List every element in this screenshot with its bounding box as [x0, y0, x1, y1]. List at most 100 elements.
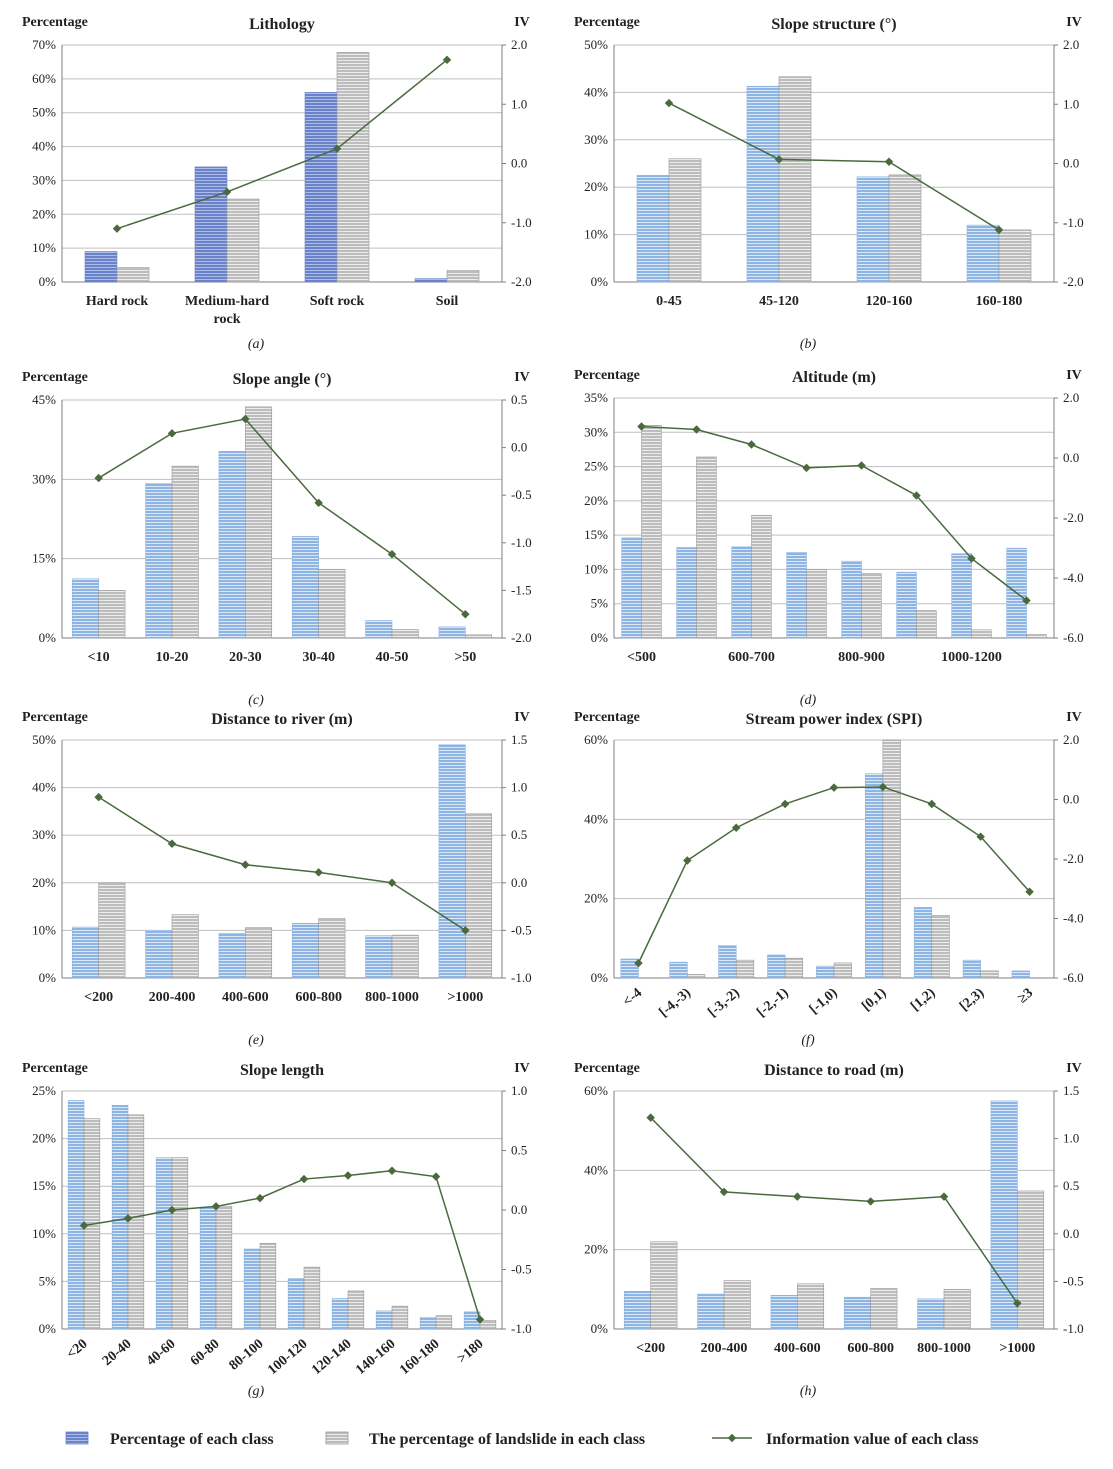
x-tick-label: 10-20 [156, 650, 189, 665]
y-tick-label: 5% [39, 1273, 57, 1288]
x-tick-label: [-1,0) [807, 985, 841, 1017]
y-tick-label: 0% [591, 630, 609, 645]
y2-tick-label: -2.0 [511, 630, 532, 645]
bar-landslide [435, 1315, 453, 1330]
y2-axis-label: IV [1066, 368, 1082, 383]
y-axis-label: Percentage [574, 368, 640, 383]
iv-point [1022, 596, 1031, 605]
bar-class [856, 176, 890, 283]
y-tick-label: 50% [584, 37, 608, 52]
x-tick-label: 800-1000 [917, 1341, 971, 1356]
y2-tick-label: 0.5 [511, 1143, 527, 1158]
bar-landslide [116, 267, 150, 283]
y-tick-label: 0% [39, 1321, 57, 1336]
iv-point [692, 425, 701, 434]
y2-tick-label: 0.0 [1063, 792, 1079, 807]
bar-landslide [171, 1157, 189, 1330]
chart-title: Distance to river (m) [211, 711, 352, 728]
bar-class [718, 945, 737, 979]
y-axis-label: Percentage [22, 370, 88, 385]
x-tick-label: rock [214, 312, 241, 327]
bar-class [145, 483, 173, 639]
chart-caption: (a) [248, 337, 265, 352]
x-tick-label: 80-100 [227, 1337, 267, 1374]
bar-class [331, 1298, 349, 1330]
y-axis-label: Percentage [574, 710, 640, 725]
bar-landslide [751, 514, 772, 639]
chart-e: 0% 10% 20% 30% 40% 50% -1.0 -0.5 0.0 0.5 1.0 1.5 <20… [22, 710, 532, 1048]
iv-line [668, 102, 1000, 231]
iv-point [664, 98, 674, 108]
iv-line [83, 1169, 481, 1320]
bar-class [636, 175, 670, 283]
y-tick-label: 40% [32, 139, 56, 154]
chart-g: 0% 5% 10% 15% 20% 25% -1.0 -0.5 0.0 0.5 1.0 <20 20-4… [22, 1061, 532, 1399]
bar-landslide [668, 158, 702, 283]
chart-caption: (e) [248, 1033, 264, 1048]
bar-class [84, 251, 118, 283]
iv-point [1025, 887, 1034, 896]
y-tick-label: 40% [32, 780, 56, 795]
iv-line [116, 59, 448, 230]
iv-point [255, 1193, 265, 1203]
x-tick-label: >50 [454, 650, 476, 665]
iv-point [829, 783, 839, 792]
y2-tick-label: 0.0 [511, 1202, 527, 1217]
y2-tick-label: -2.0 [1063, 851, 1084, 866]
y2-tick-label: 1.0 [1063, 96, 1079, 111]
x-tick-label: Hard rock [86, 294, 149, 309]
y-tick-label: 25% [584, 459, 608, 474]
chart-title: Lithology [249, 16, 315, 33]
y2-axis-label: IV [1066, 1061, 1082, 1076]
bar-class [287, 1278, 305, 1330]
bar-landslide [98, 882, 126, 979]
y2-tick-label: -6.0 [1063, 970, 1084, 985]
bar-landslide [641, 425, 662, 639]
iv-point [343, 1171, 353, 1180]
y-tick-label: 20% [584, 493, 608, 508]
y2-tick-label: 1.0 [511, 96, 527, 111]
bar-class [67, 1100, 85, 1330]
bar-class [669, 961, 688, 979]
y2-tick-label: -1.0 [511, 535, 532, 550]
bar-class [243, 1248, 261, 1330]
iv-point [222, 187, 232, 197]
iv-point [976, 832, 985, 841]
y-tick-label: 20% [32, 875, 56, 890]
bar-landslide [245, 406, 273, 639]
x-tick-label: [0,1) [859, 985, 889, 1014]
x-tick-label: 40-60 [144, 1337, 179, 1369]
x-tick-label: 160-180 [397, 1337, 442, 1378]
bar-class [71, 926, 99, 979]
y2-tick-label: -1.0 [511, 215, 532, 230]
legend-landslide-swatch [325, 1431, 349, 1445]
bar-landslide [391, 1305, 409, 1330]
y2-tick-label: -0.5 [1063, 1273, 1084, 1288]
y-axis-label: Percentage [22, 1061, 88, 1076]
y-axis-label: Percentage [574, 15, 640, 30]
bar-class [419, 1317, 437, 1330]
bar-landslide [687, 974, 706, 979]
x-tick-label: 20-30 [229, 650, 262, 665]
x-tick-label: 200-400 [149, 990, 196, 1005]
iv-point [866, 1197, 875, 1206]
y2-axis-label: IV [1066, 15, 1082, 30]
y-tick-label: 10% [584, 227, 608, 242]
iv-point [634, 958, 643, 968]
y-tick-label: 20% [32, 1131, 56, 1146]
bar-class [816, 965, 835, 979]
bar-class [623, 1291, 651, 1330]
iv-line [650, 1117, 1018, 1304]
bar-landslide [465, 634, 493, 639]
iv-point [112, 224, 122, 233]
x-tick-label: 100-120 [265, 1337, 310, 1378]
bar-landslide [696, 456, 717, 639]
y-tick-label: 25% [32, 1083, 56, 1098]
bar-landslide [446, 270, 480, 283]
chart-caption: (h) [800, 1384, 817, 1399]
iv-point [793, 1192, 802, 1201]
bar-landslide [479, 1320, 497, 1330]
iv-point [475, 1315, 485, 1324]
bar-class [962, 959, 981, 979]
bar-landslide [259, 1243, 277, 1330]
